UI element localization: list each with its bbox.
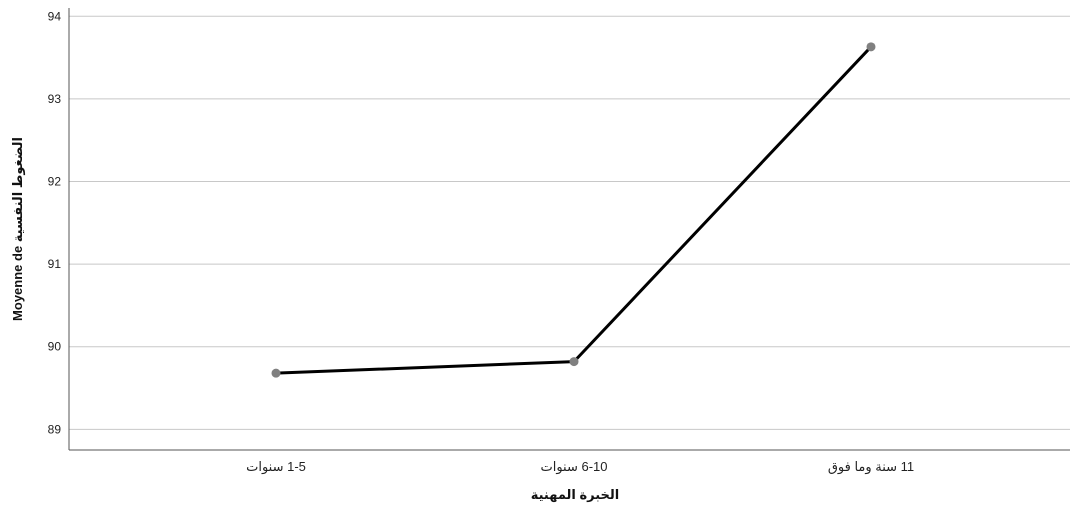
y-axis-title: Moyenne de الضغوط النفسية	[10, 137, 25, 321]
axes	[68, 8, 1070, 451]
y-tick-label: 90	[48, 340, 62, 354]
y-tick-label: 93	[48, 92, 62, 106]
markers	[271, 42, 876, 378]
y-tick-label: 91	[48, 257, 62, 271]
data-point	[569, 357, 579, 367]
y-tick-labels: 89 90 91 92 93 94	[48, 9, 62, 436]
gridlines	[69, 15, 1070, 430]
series	[275, 45, 873, 375]
y-tick-label: 89	[48, 422, 62, 436]
x-tick-labels: 1-5 سنوات 6-10 سنوات 11 سنة وما فوق	[246, 459, 914, 475]
series-line	[275, 45, 873, 375]
x-tick-label: 11 سنة وما فوق	[828, 459, 914, 475]
x-tick-label: 1-5 سنوات	[246, 459, 306, 475]
y-tick-label: 94	[48, 9, 62, 23]
x-axis-title: الخبرة المهنية	[531, 487, 620, 502]
data-point	[866, 42, 876, 52]
y-tick-label: 92	[48, 174, 62, 188]
x-tick-label: 6-10 سنوات	[540, 459, 607, 475]
data-point	[271, 368, 281, 378]
